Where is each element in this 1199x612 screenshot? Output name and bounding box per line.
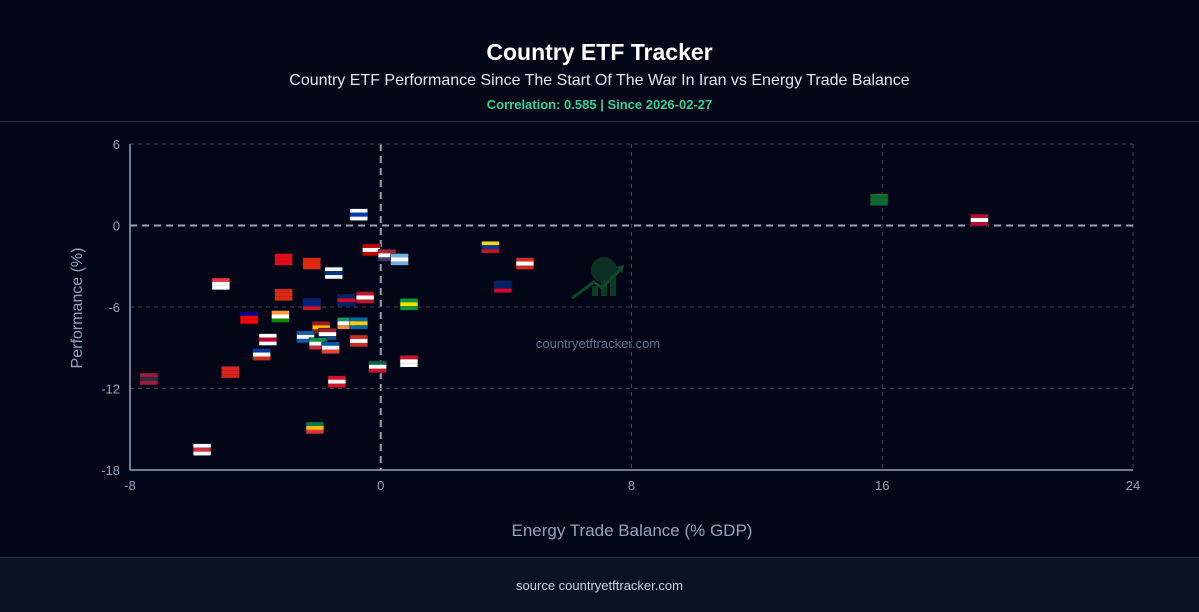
point-chile-flag-icon[interactable]: Chile (252, 348, 271, 361)
point-taiwan-flag-icon[interactable]: Taiwan (239, 311, 259, 325)
point-vietnam-flag-icon[interactable]: Vietnam (221, 365, 240, 379)
point-netherlands-flag-icon[interactable]: Netherlands (318, 327, 337, 341)
point-switzerland-flag-icon[interactable]: Switzerland (349, 334, 369, 348)
point-denmark-flag-icon[interactable]: Denmark (355, 291, 375, 304)
chart-area: -8 0 8 16 24 6 0 -6 -12 -18 countryetftracker.com… (0, 122, 1199, 556)
point-brazil-flag-icon[interactable]: Brazil (399, 297, 419, 311)
source-text: source countryetftracker.com (516, 577, 683, 593)
point-peru-flag-icon[interactable]: Peru (327, 375, 347, 389)
y-tick-label: 6 (113, 137, 120, 152)
grid-layer: -8 0 8 16 24 6 0 -6 -12 -18 (101, 137, 1140, 493)
watermark: countryetftracker.com (536, 257, 660, 351)
point-malaysia-flag-icon[interactable]: Malaysia (362, 243, 381, 257)
points-layer: Saudi ArabiaNorwayIsraelMalaysiaUnited S… (139, 193, 989, 456)
point-norway-flag-icon[interactable]: Norway (970, 213, 989, 227)
point-greece-flag-icon[interactable]: Greece (296, 330, 315, 344)
x-tick-label: 16 (875, 478, 889, 493)
watermark-logo-icon (571, 257, 624, 300)
point-china-flag-icon[interactable]: China (302, 257, 322, 270)
point-finland-flag-icon[interactable]: Finland (324, 266, 344, 280)
point-japan-flag-icon[interactable]: Japan (258, 333, 278, 346)
point-turkey-flag-icon[interactable]: Turkey (274, 253, 293, 266)
y-tick-label: -12 (101, 382, 120, 397)
point-saudi-arabia-flag-icon[interactable]: Saudi Arabia (869, 193, 889, 206)
point-sweden-flag-icon[interactable]: Sweden (349, 317, 369, 330)
footer: source countryetftracker.com (0, 557, 1199, 612)
point-australia-flag-icon[interactable]: Australia (493, 280, 513, 293)
y-tick-label: -6 (108, 300, 120, 315)
x-tick-label: 0 (377, 478, 384, 493)
x-tick-label: 8 (628, 478, 635, 493)
point-south-africa-flag-icon[interactable]: South Africa (305, 421, 325, 435)
x-axis-label: Energy Trade Balance (% GDP) (512, 521, 753, 540)
point-argentina-flag-icon[interactable]: Argentina (390, 253, 409, 266)
y-axis-label: Performance (%) (69, 248, 86, 369)
point-colombia-flag-icon[interactable]: Colombia (481, 240, 500, 254)
x-tick-label: -8 (124, 478, 136, 493)
point-france-flag-icon[interactable]: France (321, 341, 340, 355)
axis-labels: Energy Trade Balance (% GDP) Performance… (69, 248, 752, 540)
point-united-kingdom-flag-icon[interactable]: United Kingdom (336, 293, 356, 307)
y-tick-label: 0 (113, 219, 120, 234)
point-hong-kong-flag-icon[interactable]: Hong Kong (274, 288, 293, 302)
watermark-text: countryetftracker.com (536, 336, 660, 351)
point-israel-flag-icon[interactable]: Israel (349, 208, 369, 221)
point-mexico-flag-icon[interactable]: Mexico (368, 360, 387, 374)
point-canada-flag-icon[interactable]: Canada (515, 257, 535, 270)
point-south-korea-flag-icon[interactable]: South Korea (192, 443, 212, 456)
point-singapore-flag-icon[interactable]: Singapore (211, 277, 231, 291)
chart-header: Country ETF Tracker Country ETF Performa… (0, 0, 1199, 122)
point-indonesia-flag-icon[interactable]: Indonesia (399, 355, 419, 368)
point-new-zealand-flag-icon[interactable]: New Zealand (302, 297, 322, 311)
chart-subtitle: Country ETF Performance Since The Start … (289, 72, 910, 89)
correlation-label: Correlation: 0.585 | Since 2026-02-27 (486, 97, 713, 112)
y-tick-label: -18 (101, 463, 120, 478)
point-thailand-flag-icon[interactable]: Thailand (139, 372, 159, 386)
page-title: Country ETF Tracker (486, 39, 713, 65)
point-india-flag-icon[interactable]: India (271, 310, 290, 323)
x-tick-label: 24 (1126, 478, 1140, 493)
scatter-chart: -8 0 8 16 24 6 0 -6 -12 -18 countryetftracker.com… (69, 137, 1140, 540)
